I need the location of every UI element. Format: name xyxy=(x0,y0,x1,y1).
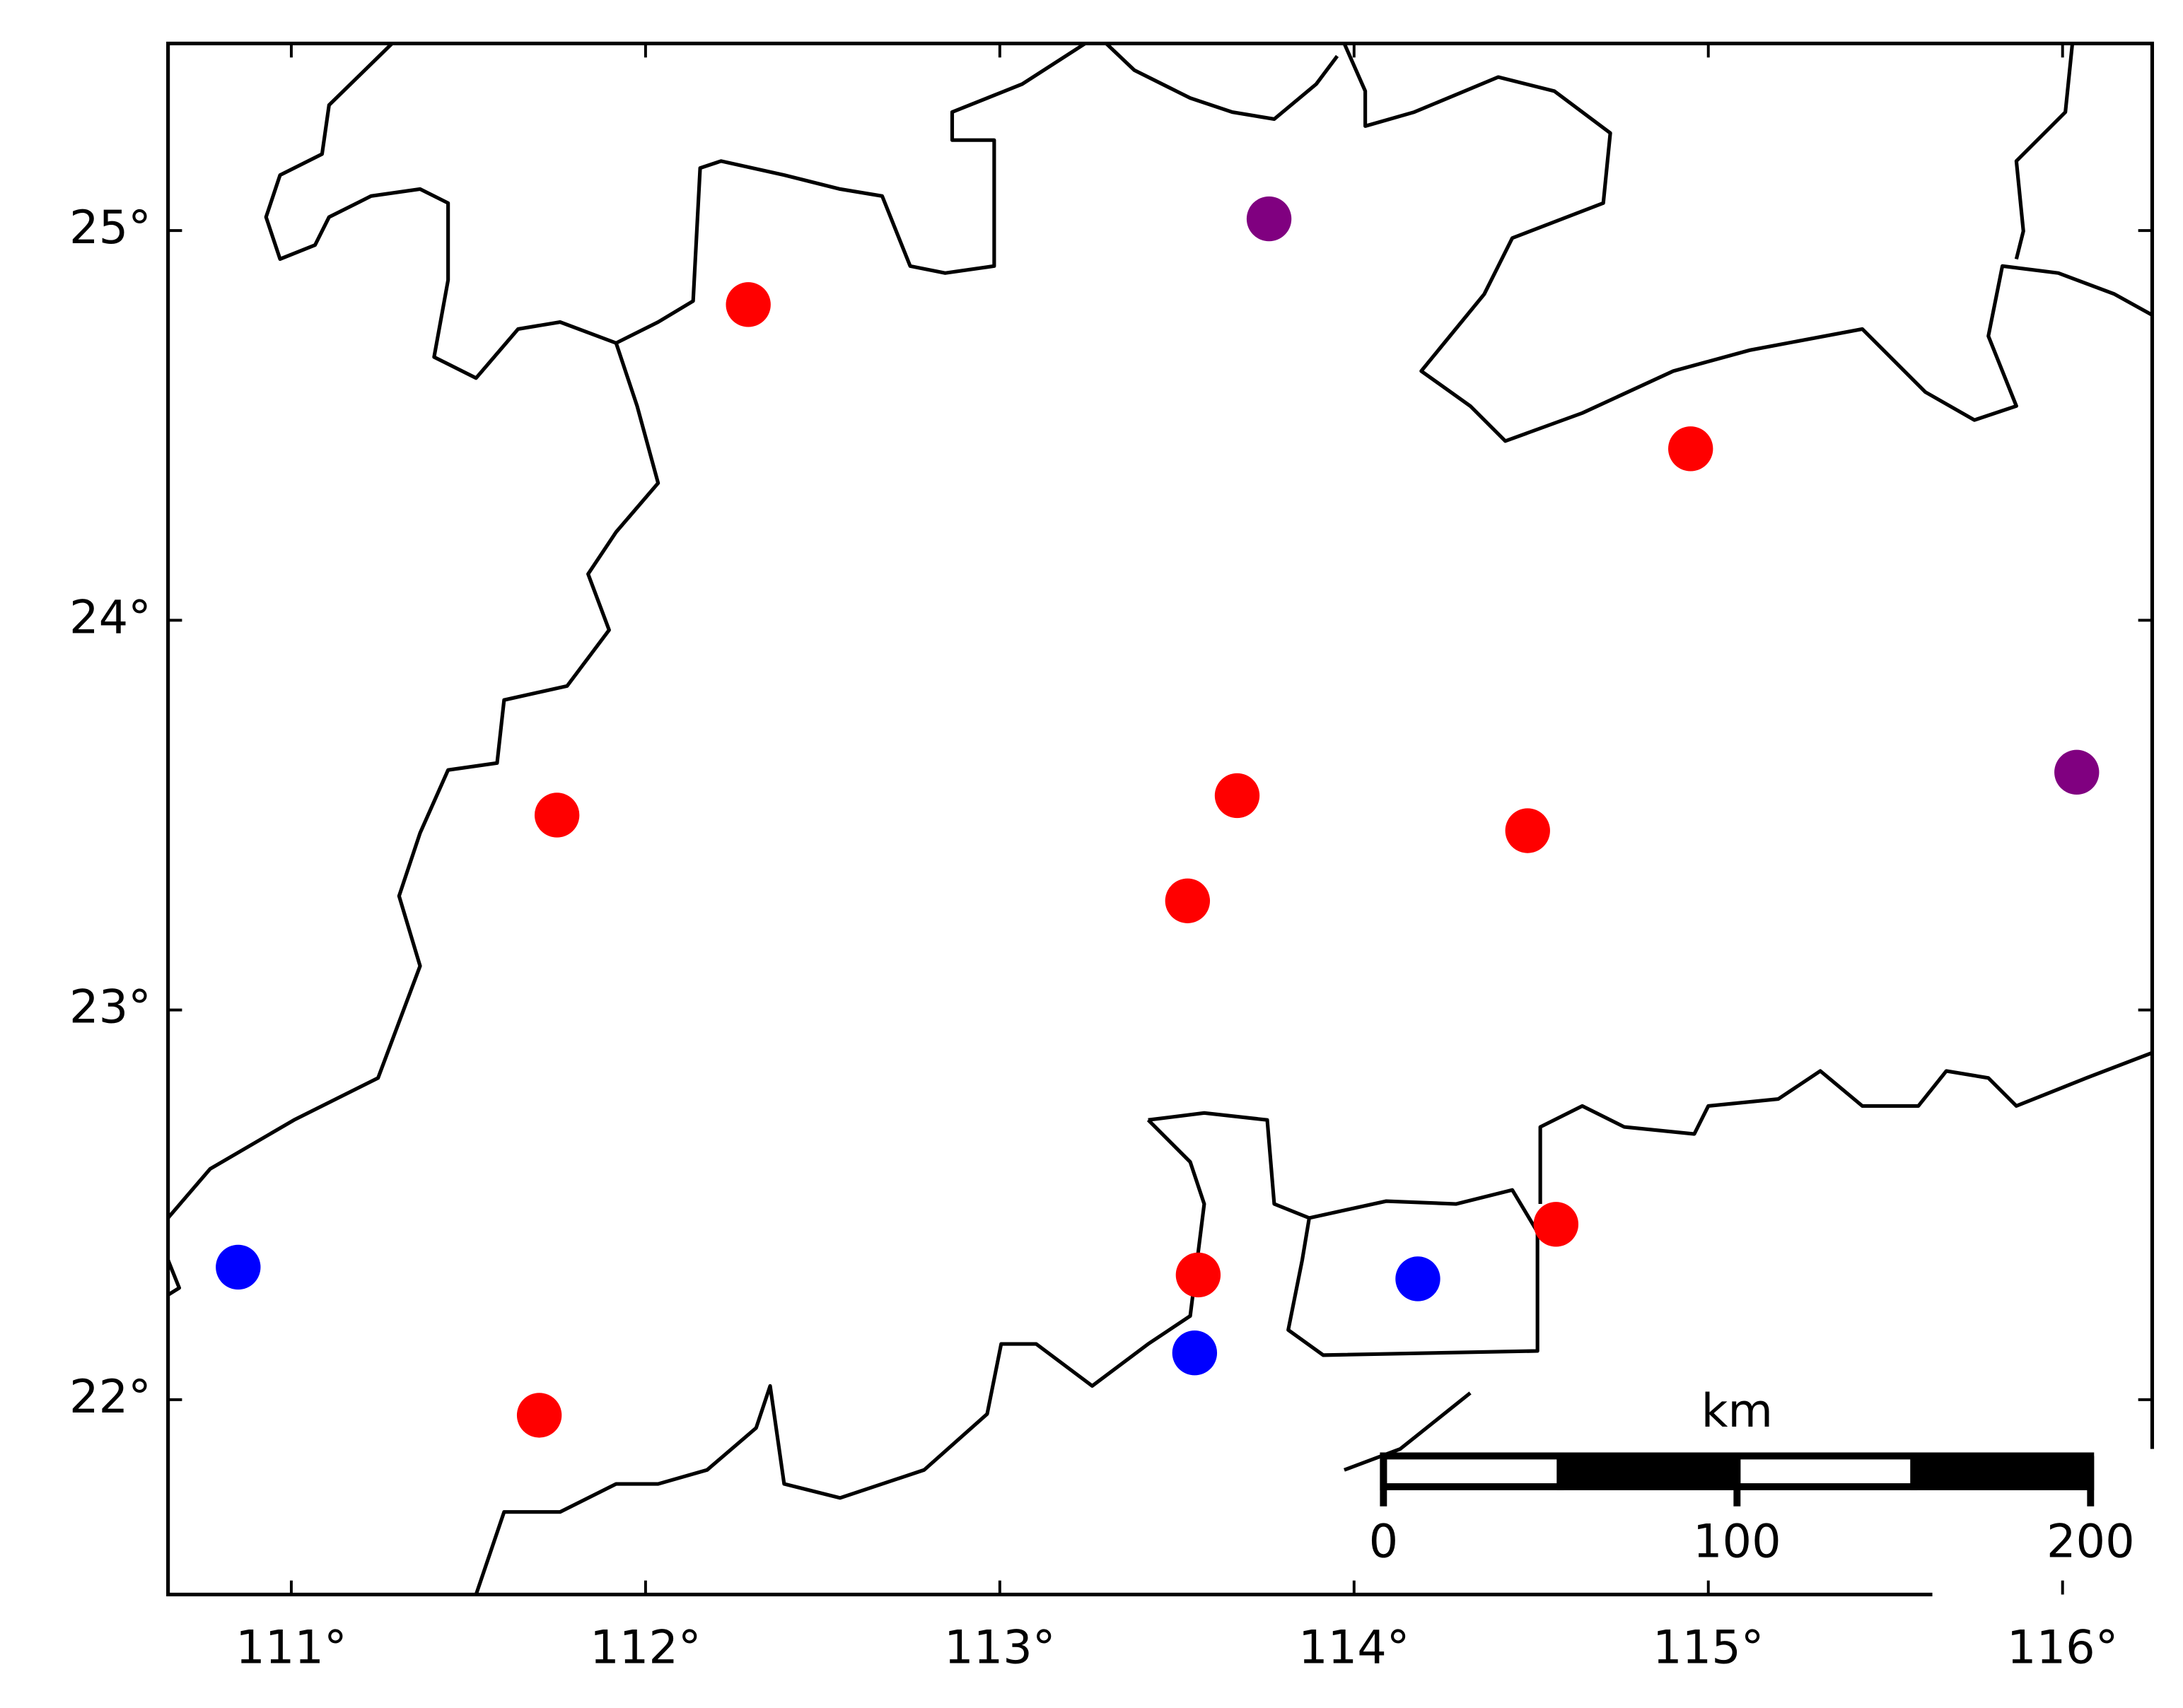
border xyxy=(1342,42,2153,443)
scale-bar-segment xyxy=(1733,1452,1918,1490)
border xyxy=(2014,43,2075,260)
margin-mask xyxy=(1932,1449,2183,1708)
point xyxy=(516,1393,562,1438)
point xyxy=(1668,426,1713,472)
x-tick-label: 115° xyxy=(1653,1621,1764,1675)
map-lines xyxy=(166,42,2153,1596)
y-tick-label: 22° xyxy=(69,1370,151,1424)
point xyxy=(1505,808,1550,853)
scale-bar-label: 0 xyxy=(1369,1514,1399,1568)
border xyxy=(1105,42,1339,122)
point xyxy=(1214,773,1260,819)
point xyxy=(1172,1330,1218,1376)
x-tick-label: 111° xyxy=(235,1621,347,1675)
coastline xyxy=(166,1259,1472,1472)
scale-bar-label: 200 xyxy=(2047,1514,2135,1568)
x-tick-label: 113° xyxy=(944,1621,1055,1675)
x-tick-label: 114° xyxy=(1298,1621,1409,1675)
point xyxy=(1165,878,1211,923)
scale-bar-segment xyxy=(1910,1452,2095,1490)
point xyxy=(1246,196,1292,242)
coastline xyxy=(1538,1051,2153,1205)
plot xyxy=(216,196,2100,1438)
x-tick-label: 112° xyxy=(590,1621,701,1675)
point xyxy=(1533,1202,1579,1247)
y-tick-label: 24° xyxy=(69,590,151,644)
border xyxy=(264,42,617,380)
border xyxy=(166,42,1086,1219)
x-tick-label: 116° xyxy=(2007,1621,2118,1675)
scale-bar-label: 100 xyxy=(1693,1514,1781,1568)
y-tick-label: 23° xyxy=(69,981,151,1034)
point xyxy=(1175,1252,1221,1298)
point xyxy=(2054,749,2100,795)
scale-bar-unit: km xyxy=(1701,1384,1773,1438)
scale-bar-segment xyxy=(1380,1452,1564,1490)
point xyxy=(726,282,771,327)
axes-frame xyxy=(166,41,2155,1597)
scale-bar-segment xyxy=(1556,1452,1741,1490)
coastline xyxy=(1286,1188,1539,1357)
y-tick-label: 25° xyxy=(69,201,151,255)
point xyxy=(534,792,580,838)
point xyxy=(1395,1256,1440,1302)
point xyxy=(216,1244,261,1290)
